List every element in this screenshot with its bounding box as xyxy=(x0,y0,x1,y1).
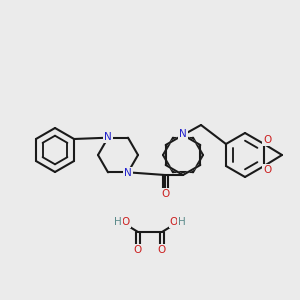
Text: N: N xyxy=(179,129,187,139)
Text: O: O xyxy=(161,189,169,199)
Text: O: O xyxy=(170,217,178,227)
Text: H: H xyxy=(114,217,122,227)
Text: H: H xyxy=(178,217,186,227)
Text: N: N xyxy=(124,168,132,178)
Text: O: O xyxy=(263,135,271,145)
Text: O: O xyxy=(134,245,142,255)
Text: O: O xyxy=(158,245,166,255)
Text: N: N xyxy=(104,132,112,142)
Text: O: O xyxy=(122,217,130,227)
Text: O: O xyxy=(263,165,271,175)
